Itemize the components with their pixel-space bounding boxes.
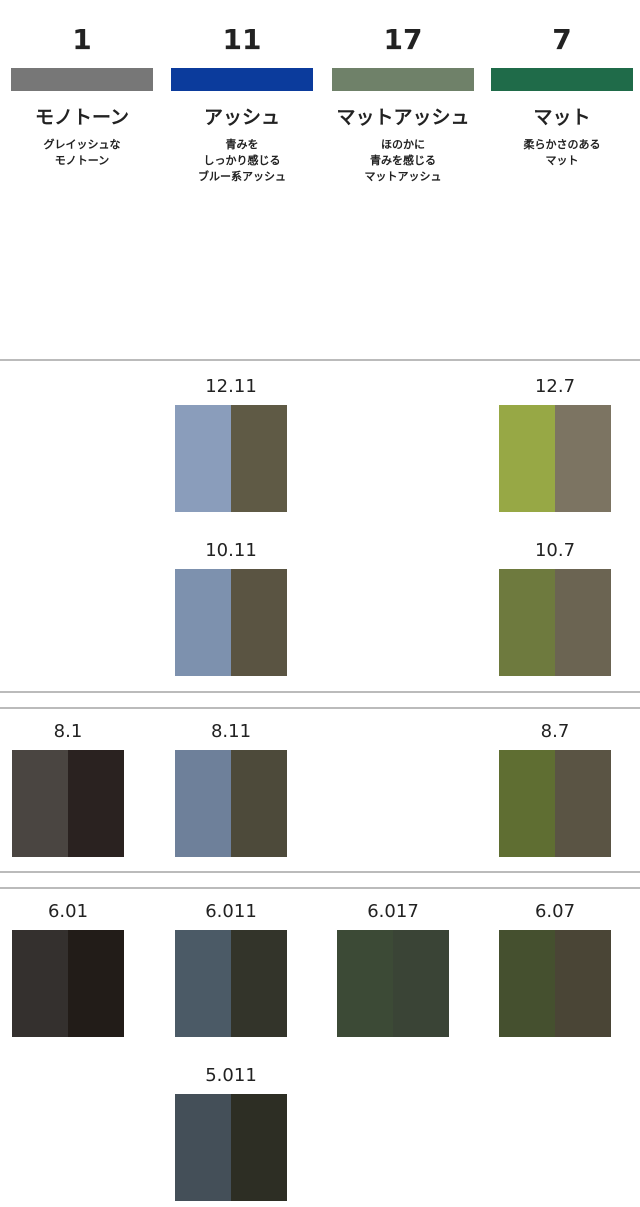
swatch <box>231 405 287 512</box>
column-description: モノトーン <box>55 154 109 167</box>
swatch <box>175 405 231 512</box>
swatch-label: 12.11 <box>205 376 257 397</box>
swatch <box>175 569 231 676</box>
swatch <box>231 569 287 676</box>
column-number: 11 <box>223 23 262 56</box>
swatch-label: 6.017 <box>367 901 419 922</box>
swatch <box>499 750 555 857</box>
column-description: しっかり感じる <box>204 153 281 167</box>
swatch-label: 6.011 <box>205 901 257 922</box>
swatch-label: 12.7 <box>535 376 575 397</box>
color-bar <box>491 68 633 91</box>
swatch-label: 8.7 <box>541 721 570 742</box>
column-description: マット <box>546 154 579 167</box>
color-bar <box>11 68 153 91</box>
swatch-label: 5.011 <box>205 1065 257 1086</box>
column-number: 7 <box>552 23 571 56</box>
swatch <box>499 930 555 1037</box>
swatch-label: 8.11 <box>211 721 251 742</box>
swatch-label: 8.1 <box>54 721 83 742</box>
swatch <box>12 930 68 1037</box>
swatch-label: 6.07 <box>535 901 575 922</box>
column-number: 17 <box>384 23 423 56</box>
swatch <box>231 1094 287 1201</box>
column-name: マットアッシュ <box>336 107 469 129</box>
swatch <box>231 930 287 1037</box>
swatch <box>175 930 231 1037</box>
swatch <box>175 750 231 857</box>
column-number: 1 <box>72 23 91 56</box>
column-name: モノトーン <box>35 107 129 129</box>
swatch <box>555 569 611 676</box>
swatch <box>337 930 393 1037</box>
swatch <box>499 405 555 512</box>
swatch <box>555 405 611 512</box>
column-name: アッシュ <box>204 107 280 129</box>
swatch <box>393 930 449 1037</box>
swatch <box>68 930 124 1037</box>
column-description: グレイッシュな <box>44 137 121 151</box>
swatch <box>231 750 287 857</box>
swatch <box>12 750 68 857</box>
column-description: 青みを <box>226 137 259 151</box>
swatch <box>175 1094 231 1201</box>
swatch <box>555 930 611 1037</box>
swatch-label: 10.7 <box>535 540 575 561</box>
color-bar <box>171 68 313 91</box>
swatch <box>555 750 611 857</box>
column-description: 柔らかさのある <box>523 138 601 151</box>
column-description: ブルー系アッシュ <box>198 169 286 183</box>
swatch <box>499 569 555 676</box>
column-description: マットアッシュ <box>365 170 442 183</box>
column-description: ほのかに <box>381 138 425 151</box>
swatch-label: 10.11 <box>205 540 257 561</box>
color-bar <box>332 68 474 91</box>
swatch <box>68 750 124 857</box>
column-description: 青みを感じる <box>370 153 436 167</box>
swatch-label: 6.01 <box>48 901 88 922</box>
column-name: マット <box>533 107 590 129</box>
